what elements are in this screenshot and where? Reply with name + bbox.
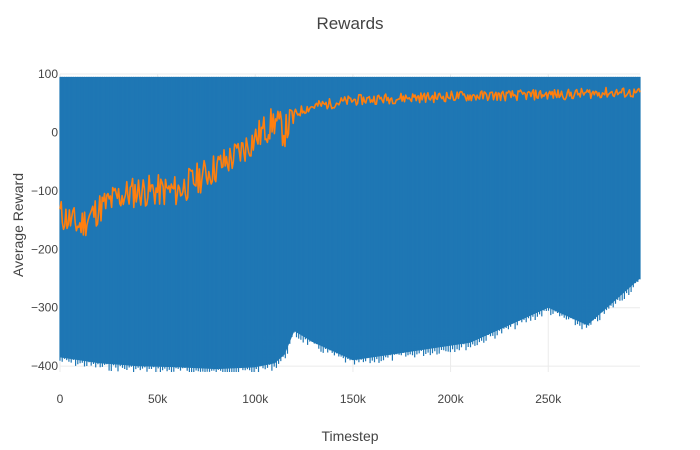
x-axis-label: Timestep — [321, 428, 379, 444]
y-tick-label: −200 — [31, 242, 58, 256]
y-tick-label: −400 — [31, 359, 58, 373]
x-tick-label: 0 — [57, 392, 64, 406]
y-tick-label: −100 — [31, 184, 58, 198]
x-tick-label: 50k — [148, 392, 168, 406]
y-tick-label: −300 — [31, 301, 58, 315]
x-tick-label: 200k — [438, 392, 465, 406]
chart-title: Rewards — [316, 14, 384, 33]
x-tick-label: 150k — [340, 392, 367, 406]
x-tick-label: 250k — [535, 392, 562, 406]
y-tick-label: 0 — [51, 125, 58, 139]
y-tick-label: 100 — [38, 67, 58, 81]
series-1-line — [59, 76, 641, 372]
series-2-line — [59, 86, 641, 237]
x-tick-label: 100k — [242, 392, 269, 406]
